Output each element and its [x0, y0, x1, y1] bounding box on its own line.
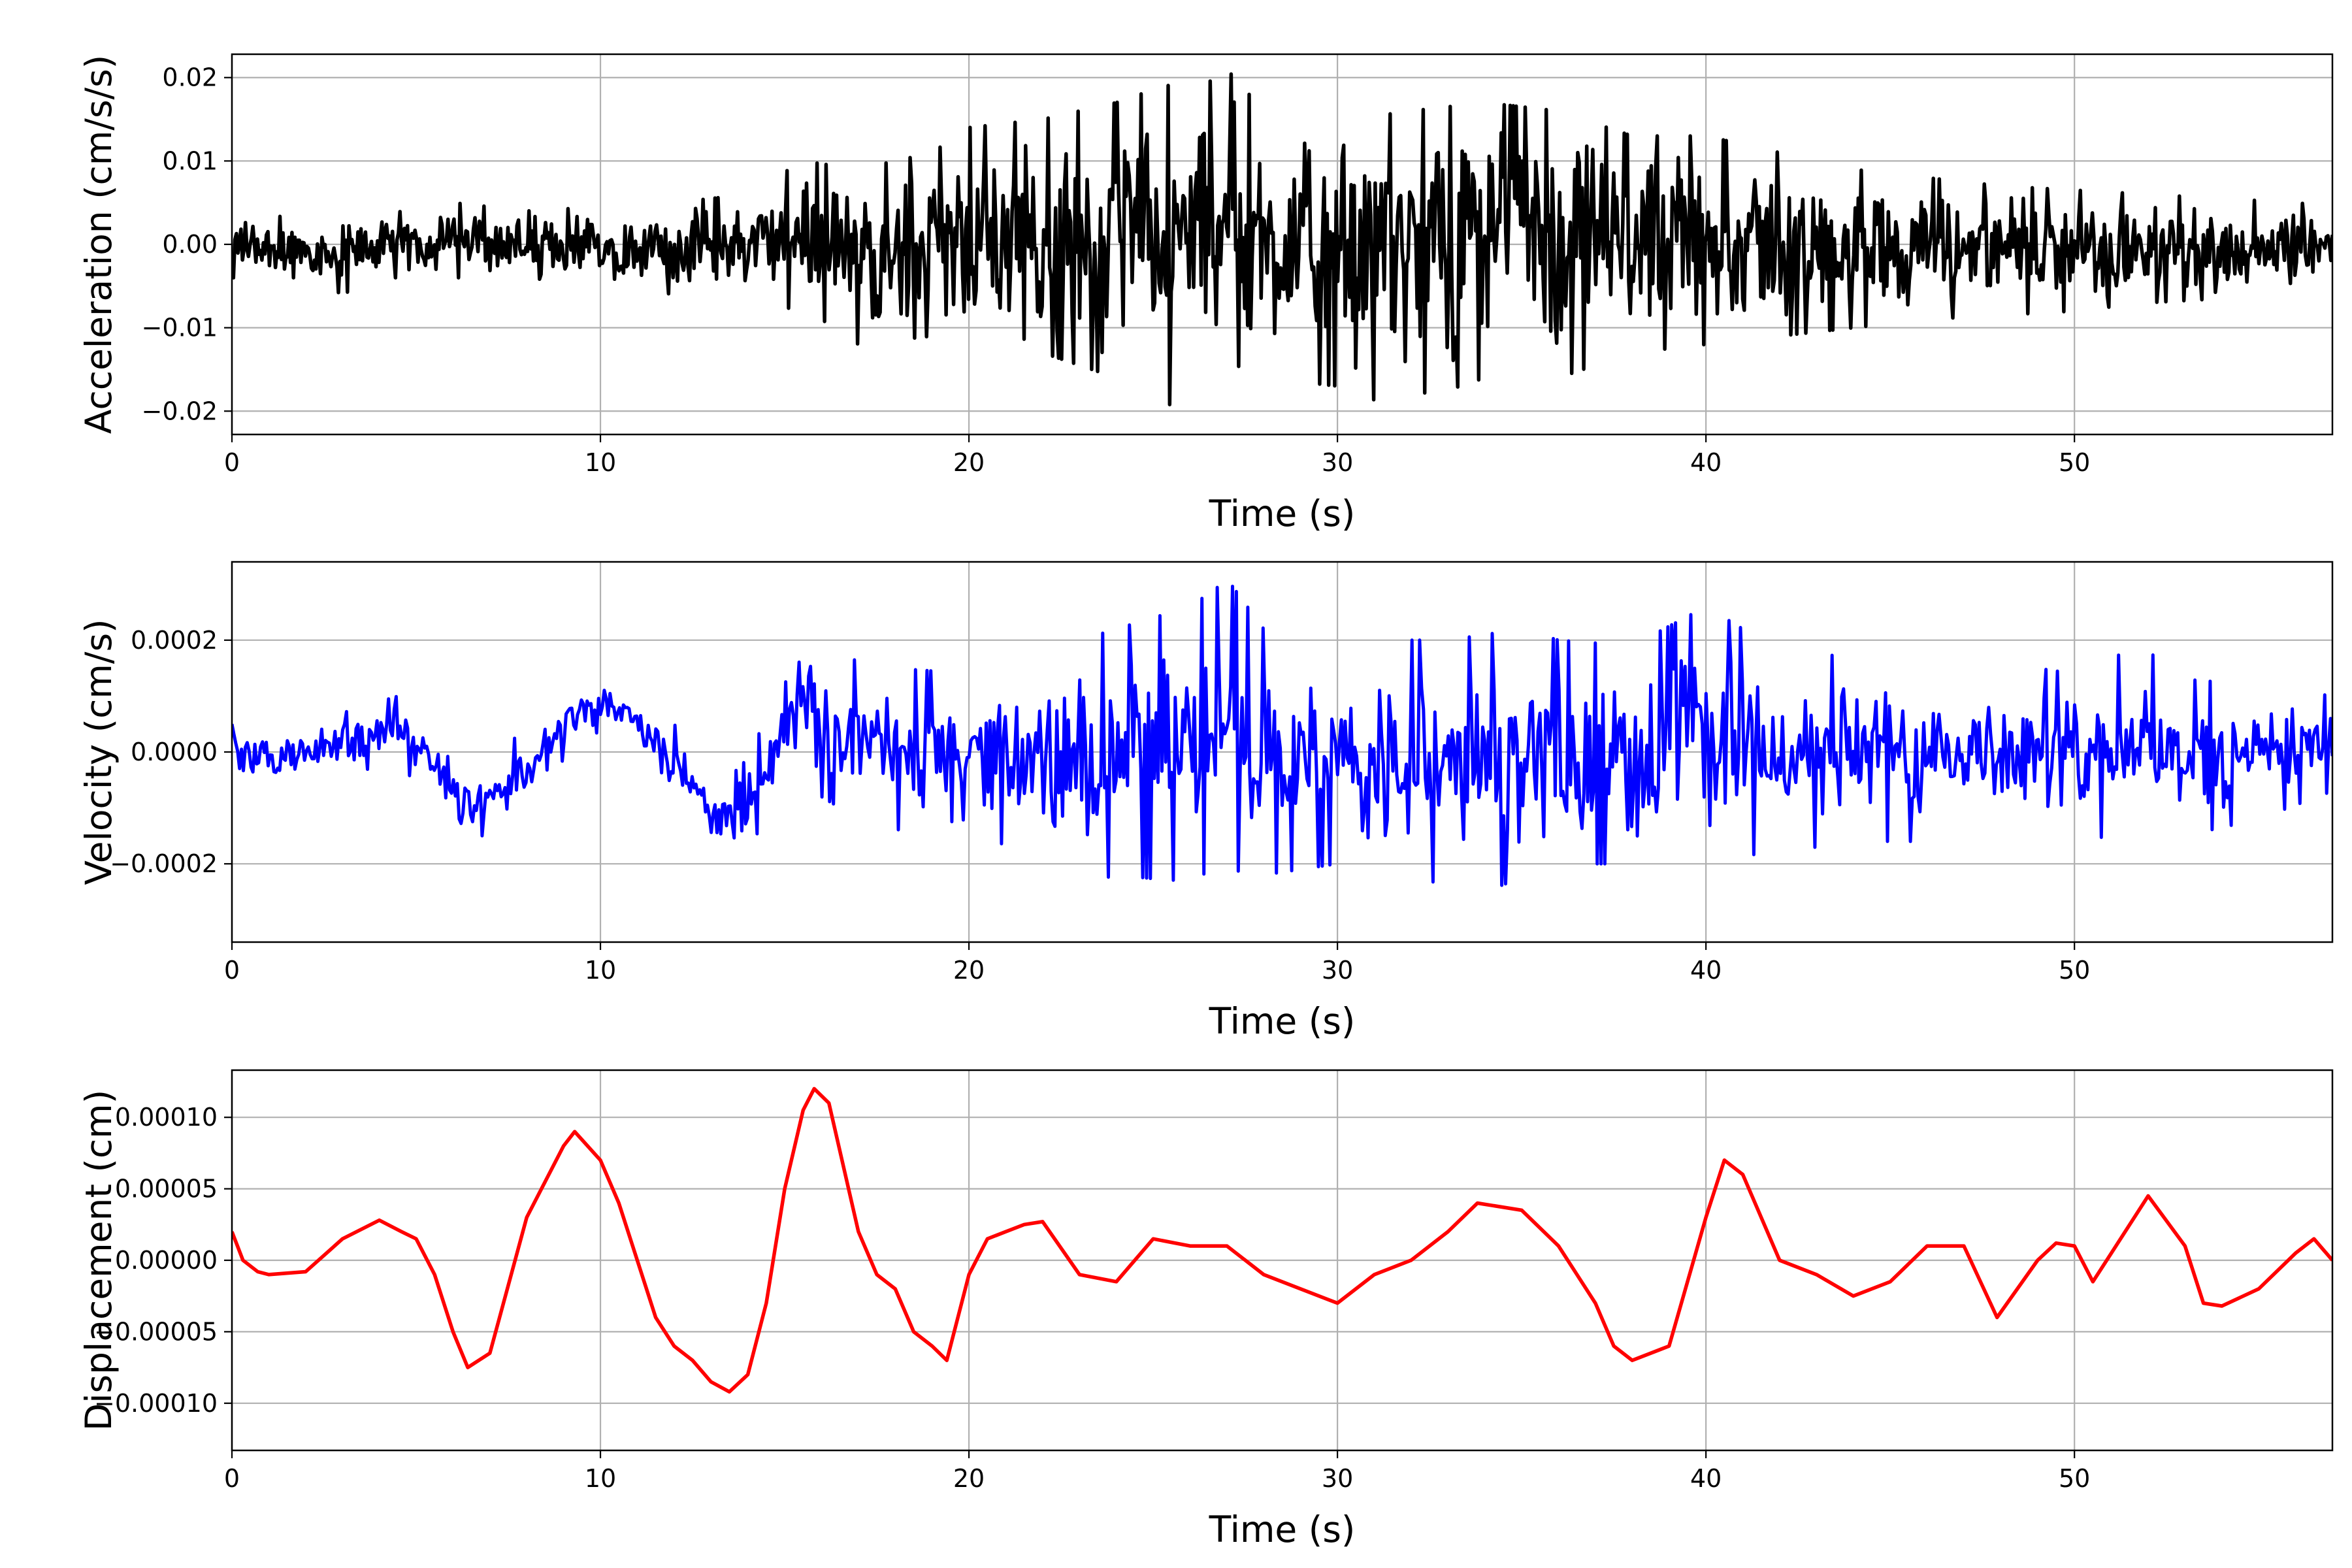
chart-panel-acceleration: 0 10 20 30 40 50 −0.02 −0.01 0.00 0.01 0.02 Time (s…: [78, 53, 2334, 534]
x-tick-label: 10: [585, 956, 616, 985]
y-tick-label: 0.00000: [115, 1246, 218, 1275]
y-tick-label: 0.02: [162, 63, 218, 92]
x-tick-label: 0: [224, 956, 240, 985]
x-tick-label: 30: [1322, 448, 1353, 477]
y-tick-label: 0.0000: [131, 738, 218, 766]
x-tick-label: 0: [224, 448, 240, 477]
x-tick-label: 20: [953, 448, 985, 477]
velocity-series-line: [232, 584, 2332, 887]
x-axis-label: Time (s): [1209, 1000, 1356, 1042]
y-tick-label: 0.0002: [131, 626, 218, 655]
y-tick-label: −0.02: [142, 397, 218, 425]
x-tick-label: 10: [585, 448, 616, 477]
x-axis-label: Time (s): [1209, 493, 1356, 534]
x-tick-label: 10: [585, 1464, 616, 1493]
y-tick-label: 0.00005: [115, 1175, 218, 1203]
y-tick-label: 0.00010: [115, 1103, 218, 1132]
x-tick-label: 50: [2059, 956, 2090, 985]
y-tick-label: −0.00010: [94, 1389, 218, 1418]
y-tick-label: 0.00: [162, 230, 218, 259]
x-tick-label: 20: [953, 956, 985, 985]
x-tick-label: 30: [1322, 956, 1353, 985]
y-axis-label: Velocity (cm/s): [78, 619, 120, 885]
y-tick-label: −0.0002: [110, 849, 218, 878]
x-axis-label: Time (s): [1209, 1509, 1356, 1550]
displacement-series-line: [232, 1086, 2332, 1394]
x-tick-label: 20: [953, 1464, 985, 1493]
x-tick-label: 40: [1690, 956, 1722, 985]
chart-panel-velocity: 0 10 20 30 40 50 −0.0002 0.0000 0.0002 Time (s) Ve…: [78, 561, 2334, 1042]
x-tick-label: 50: [2059, 448, 2090, 477]
x-tick-label: 40: [1690, 1464, 1722, 1493]
x-tick-label: 50: [2059, 1464, 2090, 1493]
chart-panel-displacement: 0 10 20 30 40 50 −0.00010 −0.00005 0.00000 0.0000…: [78, 1069, 2334, 1550]
y-tick-label: −0.01: [142, 314, 218, 342]
y-axis-label: Acceleration (cm/s/s): [78, 55, 120, 434]
acceleration-series-line: [232, 72, 2332, 406]
y-tick-label: 0.01: [162, 146, 218, 175]
x-tick-label: 30: [1322, 1464, 1353, 1493]
y-tick-label: −0.00005: [94, 1317, 218, 1346]
y-axis-label: Displacement (cm): [78, 1090, 120, 1431]
x-tick-label: 0: [224, 1464, 240, 1493]
x-tick-label: 40: [1690, 448, 1722, 477]
